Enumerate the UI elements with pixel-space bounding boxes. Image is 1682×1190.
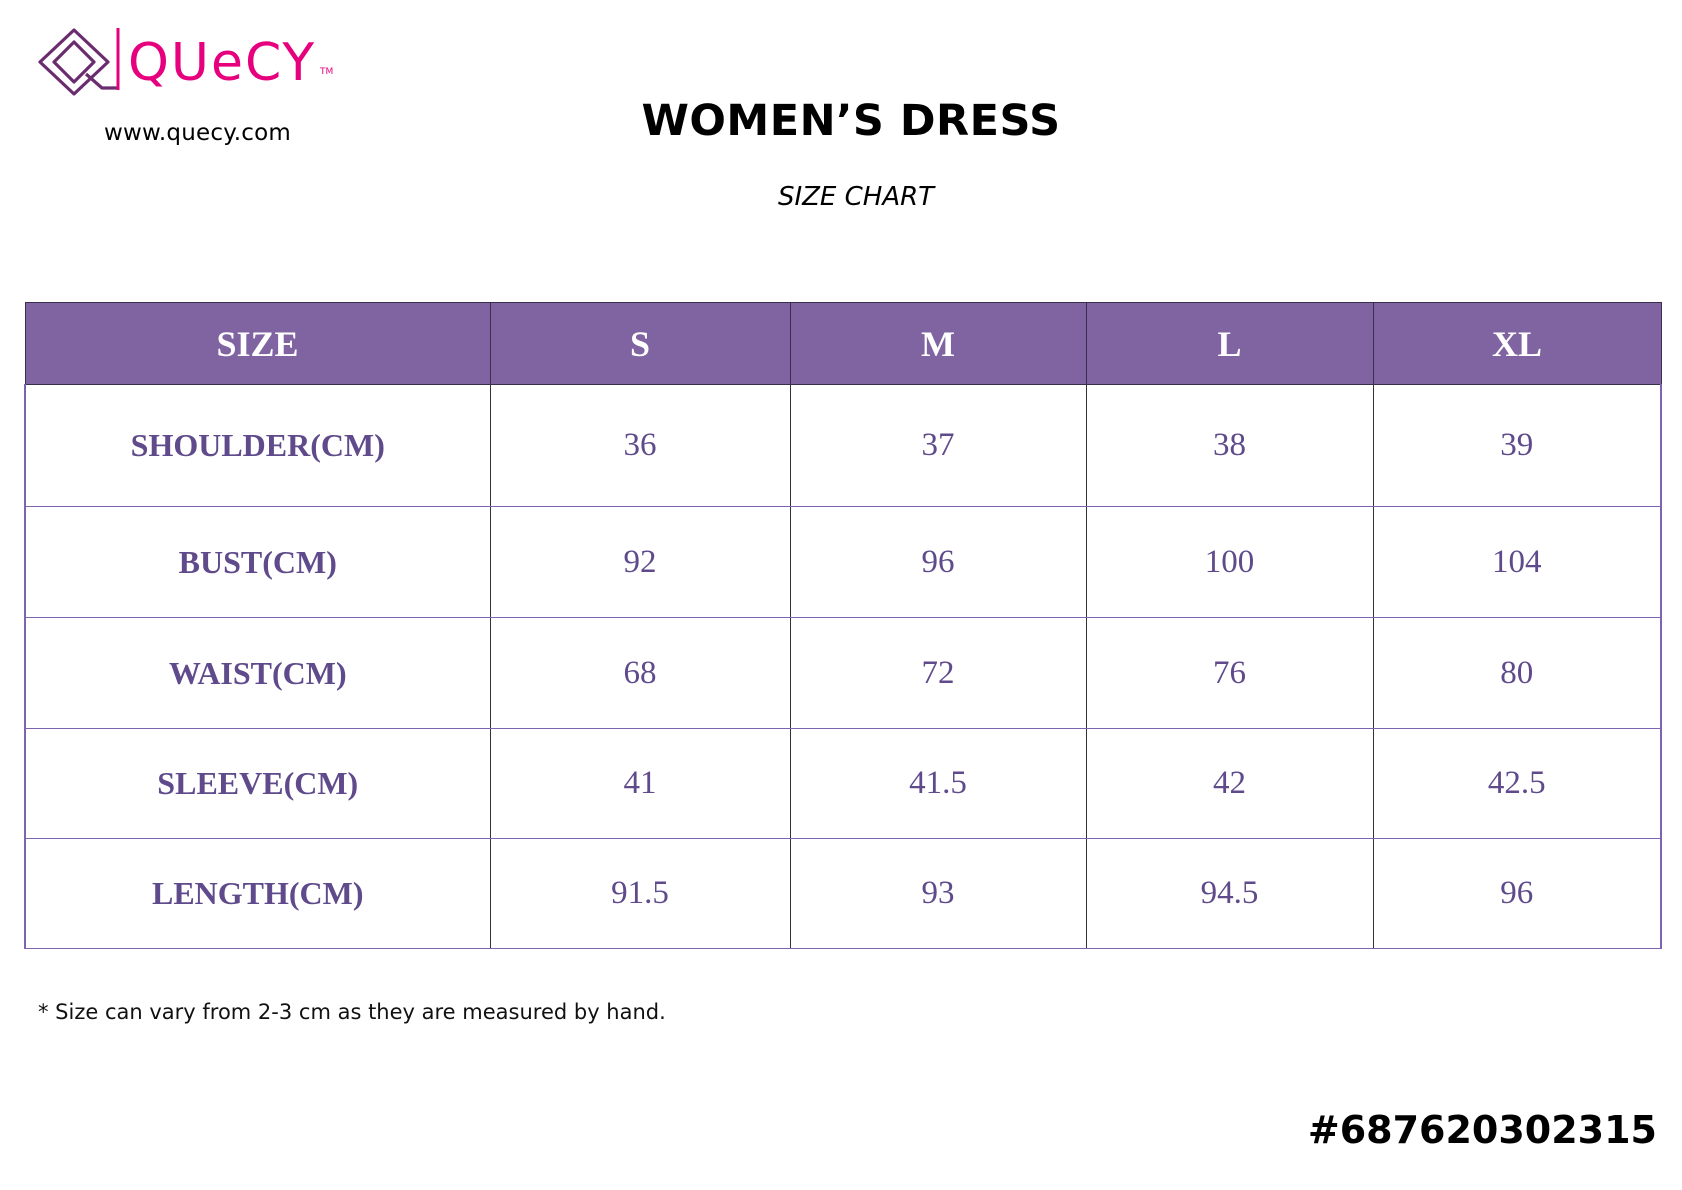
table-cell: 93 bbox=[789, 838, 1087, 949]
svg-text:QUeCY: QUeCY bbox=[128, 33, 316, 93]
brand-logo: QUeCY TM bbox=[38, 26, 358, 100]
row-label: SHOULDER(CM) bbox=[24, 384, 491, 507]
table-cell: 41.5 bbox=[789, 728, 1087, 839]
table-cell: 42.5 bbox=[1372, 728, 1662, 839]
table-cell: 96 bbox=[789, 506, 1087, 618]
product-sku: #687620302315 bbox=[1307, 1108, 1657, 1152]
row-label: BUST(CM) bbox=[24, 506, 491, 618]
page-subtitle: SIZE CHART bbox=[777, 182, 935, 212]
table-cell: 80 bbox=[1372, 617, 1662, 729]
table-header-row: SIZE S M L XL bbox=[24, 302, 1662, 385]
table-cell: 38 bbox=[1085, 384, 1374, 507]
row-label: SLEEVE(CM) bbox=[24, 728, 491, 839]
table-row-waist: WAIST(CM) 68 72 76 80 bbox=[24, 617, 1662, 729]
table-cell: 94.5 bbox=[1085, 838, 1374, 949]
table-cell: 91.5 bbox=[489, 838, 791, 949]
table-cell: 39 bbox=[1372, 384, 1662, 507]
table-cell: 72 bbox=[789, 617, 1087, 729]
table-cell: 100 bbox=[1085, 506, 1374, 618]
size-chart-table: SIZE S M L XL SHOULDER(CM) 36 37 38 39 B… bbox=[24, 302, 1662, 949]
quecy-diamond-q-logo-icon: QUeCY TM bbox=[38, 28, 333, 96]
site-url[interactable]: www.quecy.com bbox=[104, 120, 291, 146]
table-cell: 42 bbox=[1085, 728, 1374, 839]
row-label: WAIST(CM) bbox=[24, 617, 491, 729]
table-cell: 68 bbox=[489, 617, 791, 729]
table-cell: 76 bbox=[1085, 617, 1374, 729]
table-cell: 41 bbox=[489, 728, 791, 839]
column-header-m: M bbox=[789, 302, 1087, 385]
table-row-bust: BUST(CM) 92 96 100 104 bbox=[24, 506, 1662, 618]
measurement-footnote: * Size can vary from 2-3 cm as they are … bbox=[38, 1000, 666, 1024]
table-row-length: LENGTH(CM) 91.5 93 94.5 96 bbox=[24, 838, 1662, 949]
table-row-shoulder: SHOULDER(CM) 36 37 38 39 bbox=[24, 384, 1662, 507]
column-header-s: S bbox=[489, 302, 791, 385]
table-cell: 37 bbox=[789, 384, 1087, 507]
table-cell: 104 bbox=[1372, 506, 1662, 618]
column-header-size: SIZE bbox=[24, 302, 491, 385]
column-header-l: L bbox=[1085, 302, 1374, 385]
table-cell: 96 bbox=[1372, 838, 1662, 949]
table-cell: 92 bbox=[489, 506, 791, 618]
page-title: WOMEN’S DRESS bbox=[641, 96, 1061, 146]
row-label: LENGTH(CM) bbox=[24, 838, 491, 949]
table-cell: 36 bbox=[489, 384, 791, 507]
column-header-xl: XL bbox=[1372, 302, 1662, 385]
table-row-sleeve: SLEEVE(CM) 41 41.5 42 42.5 bbox=[24, 728, 1662, 839]
svg-text:TM: TM bbox=[319, 67, 333, 77]
